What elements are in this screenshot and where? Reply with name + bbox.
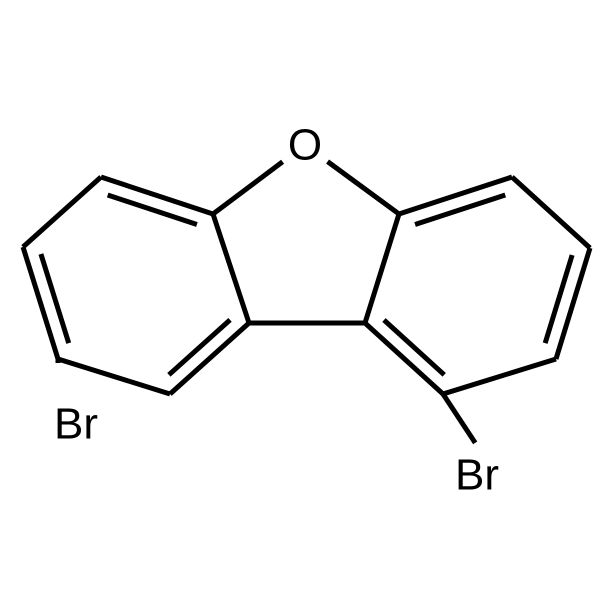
bond-line xyxy=(213,214,249,323)
bond-line xyxy=(41,254,69,343)
bond-line xyxy=(415,195,505,225)
bond-line xyxy=(512,177,590,248)
bond-line xyxy=(556,248,590,359)
bond-line xyxy=(101,177,213,214)
bond-line xyxy=(23,177,101,247)
bond-line xyxy=(170,323,249,394)
atom-label-br: Br xyxy=(455,451,499,500)
bond-line xyxy=(399,177,512,214)
bond-line xyxy=(108,195,197,224)
bond-line xyxy=(545,255,572,343)
bond-line xyxy=(23,247,58,359)
chemical-structure: O Br Br xyxy=(0,0,600,600)
bond-line xyxy=(58,359,170,394)
bond-line xyxy=(328,162,399,214)
atom-label-o: O xyxy=(288,121,322,170)
atom-label-br: Br xyxy=(54,400,98,449)
bond-line xyxy=(443,394,475,443)
bond-line xyxy=(365,214,399,323)
bond-line xyxy=(365,323,443,394)
bond-line xyxy=(213,162,283,214)
bond-line xyxy=(443,359,556,394)
